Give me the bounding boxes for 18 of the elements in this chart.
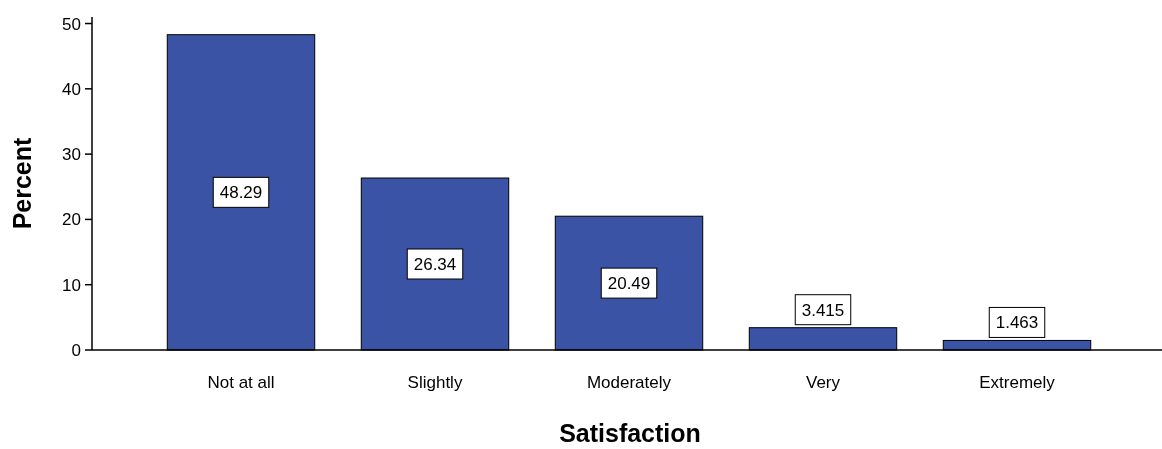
y-tick-label: 30	[62, 145, 81, 165]
data-label: 48.29	[219, 183, 263, 203]
x-tick-label: Very	[805, 373, 841, 392]
y-tick-label: 10	[62, 275, 81, 295]
x-axis-title: Satisfaction	[559, 419, 701, 447]
data-label: 26.34	[413, 255, 457, 275]
data-label: 20.49	[607, 274, 651, 294]
y-tick-label: 0	[71, 341, 81, 360]
y-axis-title: Percent	[8, 136, 36, 230]
x-tick-label: Extremely	[979, 373, 1056, 392]
y-tick-label: 20	[62, 210, 81, 230]
x-tick-label: Slightly	[407, 373, 463, 392]
x-tick-label: Not at all	[207, 373, 275, 392]
data-label: 3.415	[801, 300, 845, 320]
x-tick-label: Moderately	[586, 373, 672, 392]
data-label: 1.463	[995, 313, 1039, 333]
y-tick-label: 50	[62, 14, 81, 34]
y-tick-label: 40	[62, 79, 81, 99]
